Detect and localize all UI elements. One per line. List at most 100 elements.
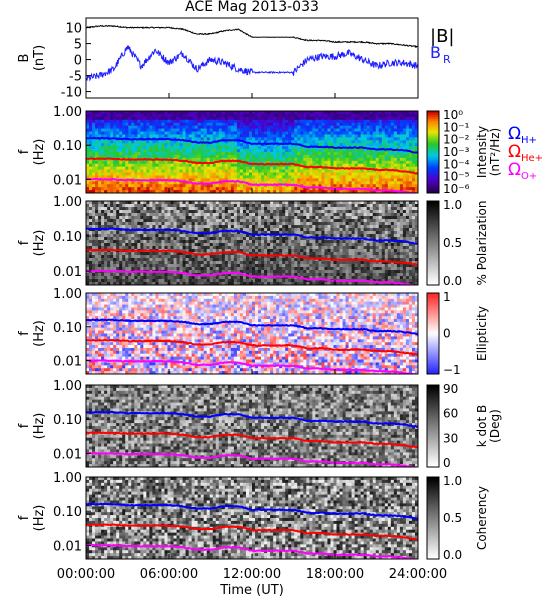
heatmap-cell bbox=[255, 187, 259, 191]
colorbar-cell bbox=[427, 121, 439, 124]
heatmap-cell bbox=[167, 234, 171, 238]
heatmap-cell bbox=[327, 172, 331, 176]
heatmap-cell bbox=[200, 131, 205, 135]
heatmap-cell bbox=[119, 279, 123, 283]
heatmap-cell bbox=[239, 154, 244, 159]
heatmap-cell bbox=[267, 137, 271, 141]
heatmap-cell bbox=[170, 143, 174, 147]
heatmap-cell bbox=[264, 228, 268, 232]
heatmap-cell bbox=[402, 163, 407, 168]
colorbar-cell bbox=[427, 147, 439, 151]
heatmap-cell bbox=[158, 175, 162, 179]
heatmap-cell bbox=[252, 175, 256, 179]
heatmap-cell bbox=[233, 255, 238, 259]
heatmap-cell bbox=[185, 249, 190, 253]
heatmap-cell bbox=[369, 172, 374, 176]
heatmap-cell bbox=[158, 111, 162, 115]
heatmap-cell bbox=[273, 113, 277, 118]
heatmap-cell bbox=[155, 264, 159, 268]
heatmap-cell bbox=[393, 172, 398, 176]
heatmap-cell bbox=[128, 219, 132, 223]
heatmap-cell bbox=[411, 187, 416, 191]
heatmap-cell bbox=[149, 175, 153, 179]
heatmap-cell bbox=[276, 166, 280, 170]
heatmap-cell bbox=[357, 134, 362, 138]
heatmap-cell bbox=[92, 279, 96, 283]
heatmap-cell bbox=[336, 152, 340, 156]
heatmap-cell bbox=[182, 169, 186, 173]
heatmap-cell bbox=[170, 234, 174, 238]
heatmap-cell bbox=[170, 166, 174, 170]
heatmap-cell bbox=[116, 160, 120, 165]
heatmap-cell bbox=[267, 264, 271, 268]
heatmap-cell bbox=[206, 216, 211, 220]
heatmap-cell bbox=[396, 143, 401, 147]
heatmap-cell bbox=[155, 234, 159, 238]
heatmap-cell bbox=[164, 119, 168, 124]
heatmap-cell bbox=[92, 273, 96, 277]
heatmap-cell bbox=[315, 111, 319, 115]
heatmap-cell bbox=[188, 157, 193, 162]
heatmap-cell bbox=[294, 128, 298, 132]
heatmap-cell bbox=[101, 261, 105, 265]
heatmap-cell bbox=[236, 131, 241, 135]
heatmap-cell bbox=[185, 119, 190, 124]
heatmap-cell bbox=[98, 240, 102, 244]
heatmap-cell bbox=[188, 249, 193, 253]
heatmap-cell bbox=[330, 190, 334, 193]
heatmap-cell bbox=[276, 228, 280, 232]
heatmap-cell bbox=[116, 246, 120, 250]
heatmap-cell bbox=[276, 160, 280, 165]
heatmap-cell bbox=[230, 163, 235, 168]
heatmap-cell bbox=[134, 231, 138, 235]
heatmap-cell bbox=[336, 157, 340, 162]
heatmap-cell bbox=[98, 172, 102, 176]
heatmap-cell bbox=[339, 111, 343, 115]
heatmap-cell bbox=[255, 172, 259, 176]
heatmap-cell bbox=[203, 225, 208, 229]
heatmap-cell bbox=[167, 184, 171, 188]
heatmap-cell bbox=[110, 261, 114, 265]
heatmap-cell bbox=[92, 190, 96, 193]
heatmap-cell bbox=[348, 125, 352, 129]
heatmap-cell bbox=[390, 128, 395, 132]
heatmap-cell bbox=[312, 122, 316, 127]
heatmap-cell bbox=[215, 216, 220, 220]
heatmap-cell bbox=[131, 219, 135, 223]
y-tick-label: 0.01 bbox=[53, 173, 82, 188]
heatmap-cell bbox=[230, 246, 235, 250]
heatmap-cell bbox=[242, 264, 247, 268]
heatmap-cell bbox=[182, 172, 186, 176]
heatmap-cell bbox=[131, 154, 135, 159]
heatmap-cell bbox=[122, 267, 126, 271]
heatmap-cell bbox=[209, 249, 214, 253]
heatmap-cell bbox=[206, 146, 211, 150]
heatmap-cell bbox=[158, 146, 162, 150]
heatmap-cell bbox=[399, 134, 404, 138]
heatmap-cell bbox=[378, 169, 383, 173]
heatmap-cell bbox=[239, 128, 244, 132]
heatmap-cell bbox=[140, 207, 144, 211]
heatmap-cell bbox=[285, 181, 289, 185]
heatmap-cell bbox=[309, 152, 313, 156]
heatmap-cell bbox=[336, 175, 340, 179]
heatmap-cell bbox=[378, 157, 383, 162]
heatmap-cell bbox=[297, 160, 301, 165]
heatmap-cell bbox=[366, 181, 371, 185]
heatmap-cell bbox=[161, 273, 165, 277]
heatmap-cell bbox=[182, 137, 186, 141]
heatmap-cell bbox=[324, 181, 328, 185]
heatmap-cell bbox=[206, 119, 211, 124]
heatmap-cell bbox=[107, 234, 111, 238]
heatmap-cell bbox=[116, 222, 120, 226]
heatmap-cell bbox=[381, 143, 386, 147]
heatmap-cell bbox=[125, 146, 129, 150]
heatmap-cell bbox=[321, 140, 325, 144]
heatmap-cell bbox=[255, 146, 259, 150]
heatmap-cell bbox=[252, 258, 256, 262]
heatmap-cell bbox=[221, 131, 226, 135]
heatmap-cell bbox=[101, 166, 105, 170]
heatmap-cell bbox=[119, 184, 123, 188]
heatmap-cell bbox=[233, 137, 238, 141]
